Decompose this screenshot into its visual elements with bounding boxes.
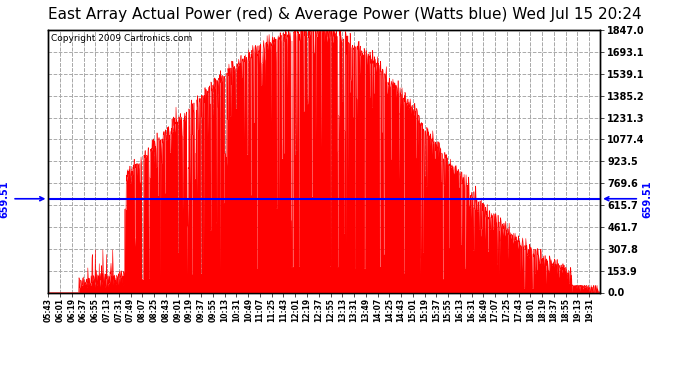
- Text: Copyright 2009 Cartronics.com: Copyright 2009 Cartronics.com: [51, 34, 193, 43]
- Text: 659.51: 659.51: [605, 180, 652, 218]
- Text: East Array Actual Power (red) & Average Power (Watts blue) Wed Jul 15 20:24: East Array Actual Power (red) & Average …: [48, 8, 642, 22]
- Text: 659.51: 659.51: [0, 180, 43, 218]
